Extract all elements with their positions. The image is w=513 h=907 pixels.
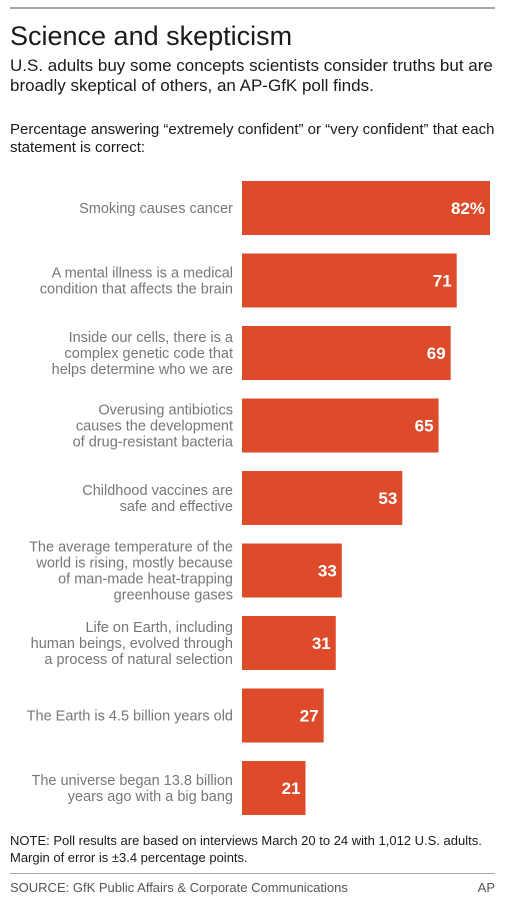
category-label-line: safe and effective	[120, 499, 233, 515]
category-label-line: helps determine who we are	[52, 362, 233, 378]
bottom-rule	[10, 873, 495, 874]
bar-2	[242, 253, 457, 308]
footnote: NOTE: Poll results are based on intervie…	[10, 833, 482, 865]
bar-chart: 82% Smoking causes cancer 71 A mental illne…	[27, 181, 490, 815]
category-label-line: The average temperature of the	[29, 540, 233, 556]
bar-value-label-9: 21	[282, 779, 301, 798]
bar-9	[242, 761, 306, 815]
bar-value-label-5: 53	[378, 489, 397, 508]
top-rule	[10, 7, 495, 9]
chart-subtitle: U.S. adults buy some concepts scientists…	[10, 56, 493, 95]
bar-value-label-3: 69	[427, 344, 446, 363]
bar-value-label-2: 71	[433, 272, 452, 291]
bar-value-label-8: 27	[300, 707, 319, 726]
bar-value-label-6: 33	[318, 562, 337, 581]
category-label-line: Overusing antibiotics	[98, 403, 233, 419]
category-label-line: a process of natural selection	[44, 652, 233, 668]
category-label-line: of man-made heat-trapping	[58, 572, 233, 588]
category-label-line: years ago with a big bang	[68, 789, 233, 805]
category-label-line: greenhouse gases	[114, 588, 233, 604]
category-label-9: The universe began 13.8 billion years ago…	[31, 773, 233, 805]
category-label-8: The Earth is 4.5 billion years old	[27, 709, 233, 725]
category-label-4: Overusing antibiotics causes the developm…	[73, 403, 234, 451]
bar-1	[242, 181, 490, 235]
category-label-7: Life on Earth, including human beings, ev…	[31, 620, 233, 668]
category-label-6: The average temperature of the world is r…	[29, 540, 233, 604]
credit-label: AP	[477, 880, 495, 895]
category-label-line: complex genetic code that	[65, 346, 233, 362]
bar-3	[242, 326, 451, 380]
bar-7	[242, 616, 336, 670]
category-label-3: Inside our cells, there is a complex gene…	[52, 330, 234, 378]
bar-4	[242, 398, 439, 453]
category-label-5: Childhood vaccines are safe and effective	[82, 483, 233, 515]
bar-value-label-4: 65	[415, 417, 434, 436]
category-label-line: Childhood vaccines are	[82, 483, 233, 499]
bar-value-label-1: 82%	[451, 199, 485, 218]
category-label-line: Smoking causes cancer	[79, 201, 233, 217]
category-label-line: Inside our cells, there is a	[69, 330, 234, 346]
category-label-line: causes the development	[76, 419, 233, 435]
category-label-1: Smoking causes cancer	[79, 201, 233, 217]
category-label-2: A mental illness is a medical condition t…	[40, 266, 233, 298]
survey-question: Percentage answering “extremely confiden…	[10, 121, 495, 156]
category-label-line: A mental illness is a medical	[52, 266, 233, 282]
category-label-line: condition that affects the brain	[40, 282, 233, 298]
category-label-line: The universe began 13.8 billion	[31, 773, 233, 789]
category-label-line: of drug-resistant bacteria	[73, 435, 234, 451]
category-label-line: human beings, evolved through	[31, 636, 233, 652]
category-label-line: The Earth is 4.5 billion years old	[27, 709, 233, 725]
bar-5	[242, 471, 403, 525]
bar-8	[242, 688, 324, 743]
category-label-line: world is rising, mostly because	[35, 556, 233, 572]
source-line: SOURCE: GfK Public Affairs & Corporate C…	[10, 880, 348, 895]
bar-6	[242, 543, 342, 598]
category-label-line: Life on Earth, including	[85, 620, 233, 636]
chart-title: Science and skepticism	[10, 21, 293, 51]
bar-value-label-7: 31	[312, 634, 331, 653]
